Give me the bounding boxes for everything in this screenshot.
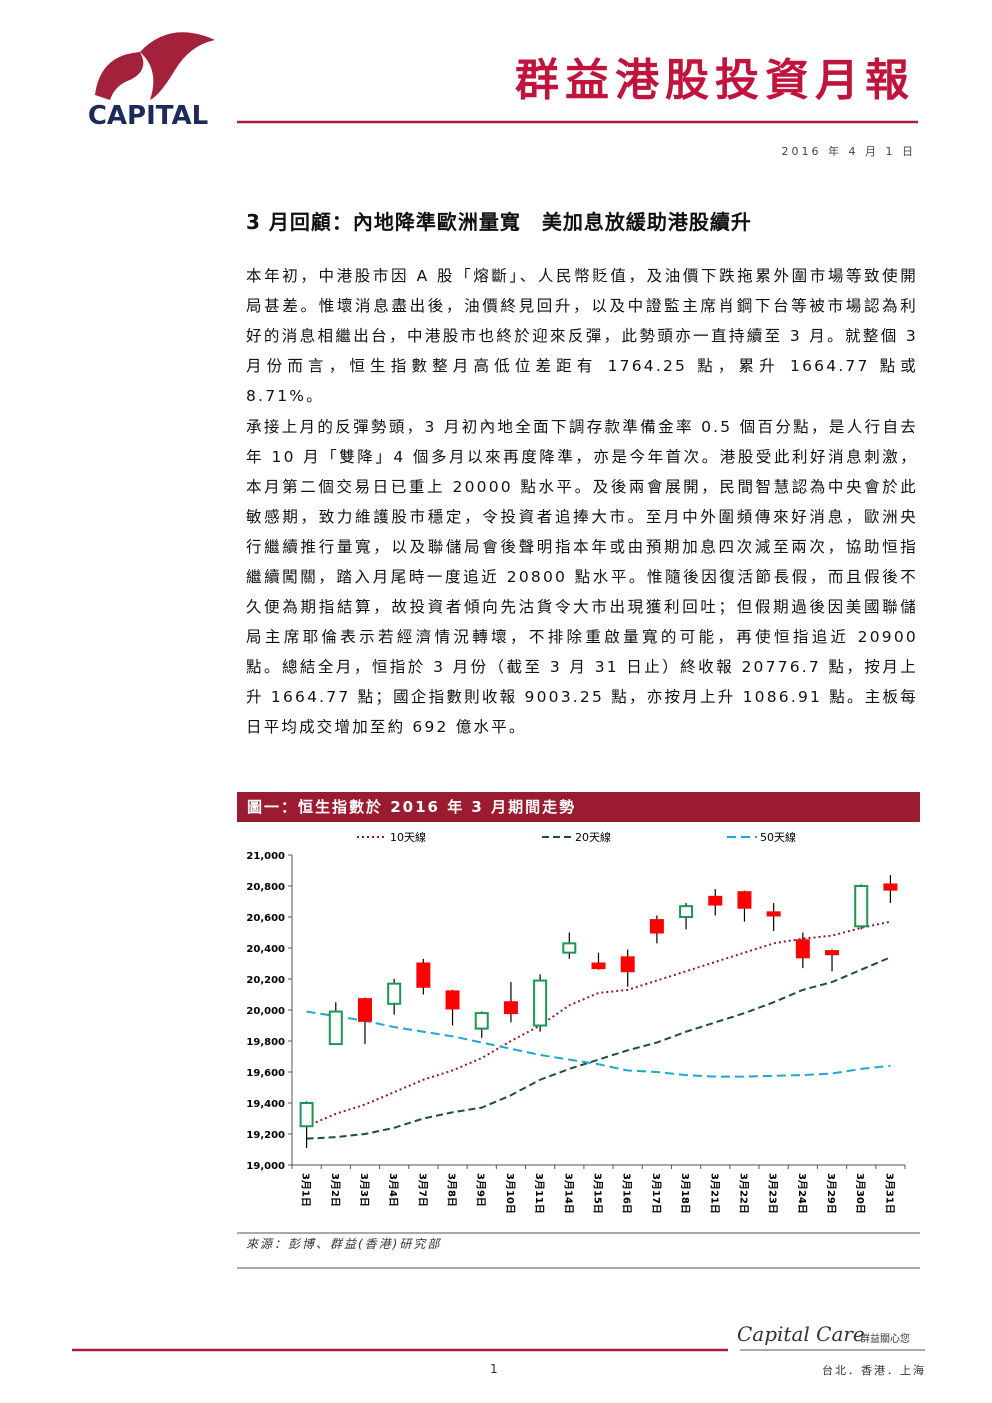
y-tick-label: 19,200 [246,1130,285,1141]
x-tick-label: 3月18日 [679,1173,691,1214]
y-tick-label: 20,800 [246,882,285,893]
paragraph: 本年初，中港股市因 A 股「熔斷」、人民幣貶值，及油價下跌拖累外圍市場等致使開局… [246,267,918,405]
x-tick-label: 3月1日 [300,1173,312,1207]
y-tick-label: 19,800 [246,1037,285,1048]
candle-body [562,942,577,954]
moving-average [306,956,891,1140]
x-tick-label: 3月9日 [475,1173,487,1207]
x-tick-label: 3月29日 [825,1173,837,1214]
y-tick-label: 20,000 [246,1006,285,1017]
y-tick-label: 19,000 [246,1161,285,1172]
moving-average [306,1010,891,1078]
paragraph: 承接上月的反彈勢頭，3 月初內地全面下調存款準備金率 0.5 個百分點，是人行自… [246,418,918,736]
x-tick-label: 3月23日 [767,1173,779,1214]
page-number: 1 [490,1362,498,1376]
x-tick-label: 3月2日 [329,1173,341,1207]
candle-body [795,939,810,959]
x-tick-label: 3月30日 [854,1173,866,1214]
slogan: 群益關心您 [860,1334,910,1345]
x-tick-label: 3月14日 [562,1173,574,1214]
candle-body [737,891,752,909]
locations: 台北．香港．上海 [822,1364,926,1377]
x-tick-label: 3月7日 [416,1173,428,1207]
legend-label: 10天線 [390,830,426,844]
x-tick-label: 3月15日 [592,1173,604,1214]
report-date: 2016 年 4 月 1 日 [781,145,916,158]
figure-caption: 圖一：恒生指數於 2016 年 3 月期間走勢 [237,792,920,822]
logo-mark [140,32,215,100]
x-tick-label: 3月4日 [387,1173,399,1207]
y-tick-label: 20,200 [246,975,285,986]
figure-source: 來源：彭博、群益(香港)研究部 [246,1237,442,1251]
candle-body [620,956,635,973]
section-heading: 3 月回顧：內地降準歐洲量寬 美加息放緩助港股續升 [246,210,752,234]
legend-label: 50天線 [760,830,796,844]
logo-mark [95,52,144,100]
x-tick-label: 3月3日 [358,1173,370,1207]
candle-body [299,1102,314,1128]
candle-body [649,919,664,934]
x-tick-label: 3月22日 [737,1173,749,1214]
candle-body [591,962,606,970]
report-title: 群益港股投資月報 [515,55,915,106]
candle-body [708,895,723,906]
x-tick-label: 3月31日 [883,1173,895,1214]
chart: 19,000 19,200 19,400 19,600 19,800 20,000 20,2… [246,830,906,1214]
x-tick-label: 3月11日 [533,1173,545,1214]
candle-body [387,982,402,1005]
x-tick-label: 3月10日 [504,1173,516,1214]
x-tick-label: 3月24日 [796,1173,808,1214]
y-tick-label: 19,600 [246,1068,285,1079]
y-tick-label: 19,400 [246,1099,285,1110]
candle-body [883,883,898,891]
candle-body [474,1012,489,1030]
x-tick-label: 3月8日 [446,1173,458,1207]
y-tick-label: 21,000 [246,851,285,862]
candle-body [503,1001,518,1015]
candle-body [825,950,840,956]
x-tick-label: 3月17日 [650,1173,662,1214]
candle-body [854,885,869,928]
logo-text: CAPITAL [88,101,208,131]
brand: Capital Care [737,1322,865,1346]
candle-body [679,905,694,919]
candle-body [357,998,372,1022]
candle-body [445,990,460,1010]
x-tick-label: 3月16日 [621,1173,633,1214]
y-tick-label: 20,400 [246,944,285,955]
legend-label: 20天線 [575,830,611,844]
candle-body [328,1010,343,1046]
x-tick-label: 3月21日 [708,1173,720,1214]
candle-body [533,979,548,1027]
candle-body [766,911,781,917]
y-tick-label: 20,600 [246,913,285,924]
candle-body [416,962,431,988]
